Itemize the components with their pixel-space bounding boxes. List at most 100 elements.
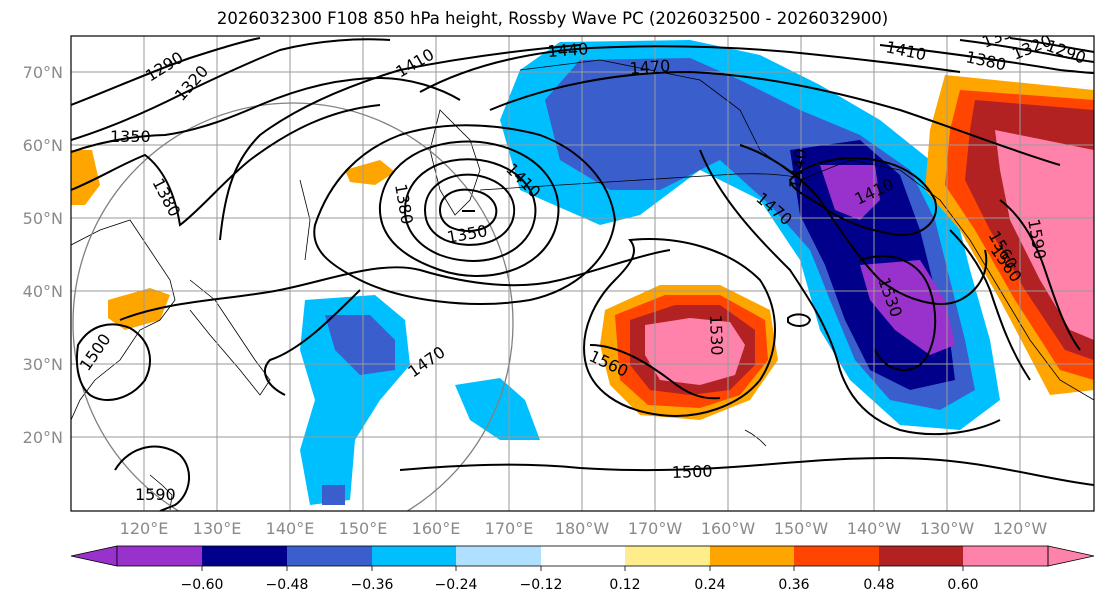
coastlines bbox=[71, 59, 1094, 511]
contour-1470-arc bbox=[489, 70, 1061, 166]
contour-label: 1470 bbox=[629, 56, 671, 78]
lon-label: 140°W bbox=[847, 519, 902, 538]
contour-1530-mid bbox=[583, 238, 776, 417]
colorbar-tick-label: 0.12 bbox=[609, 577, 640, 593]
colorbar-segment bbox=[117, 546, 202, 566]
colorbar-segment bbox=[710, 546, 794, 566]
anomaly-shading bbox=[71, 40, 1094, 505]
coastline-sakhalin bbox=[299, 179, 311, 261]
lon-label: 170°W bbox=[628, 519, 683, 538]
colorbar-segment bbox=[456, 546, 541, 566]
map-frame bbox=[70, 35, 1095, 512]
lat-label: 60°N bbox=[23, 136, 63, 155]
contour-low-ring-1 bbox=[438, 188, 498, 232]
height-contours bbox=[71, 37, 1094, 511]
contour-1590-east bbox=[999, 199, 1081, 351]
colorbar-ticks bbox=[201, 566, 964, 571]
contour-1410-gulf bbox=[788, 157, 937, 237]
contour-1440-west bbox=[313, 124, 617, 305]
contour-1440-gulf bbox=[739, 144, 988, 305]
colorbar-tick-label: 0.36 bbox=[778, 577, 809, 593]
contour-low-ring-4 bbox=[378, 140, 560, 277]
contour-label: 1590 bbox=[135, 485, 176, 504]
lat-label: 30°N bbox=[23, 355, 63, 374]
lon-label: 150°W bbox=[774, 519, 829, 538]
map-title: 2026032300 F108 850 hPa height, Rossby W… bbox=[216, 9, 889, 28]
contour-1320-north-america bbox=[1009, 37, 1094, 53]
lon-label: 130°W bbox=[920, 519, 975, 538]
colorbar-tick-labels: −0.60 −0.48 −0.36 −0.24 −0.12 0.12 0.24 … bbox=[181, 577, 979, 593]
colorbar-low-extend bbox=[70, 545, 118, 567]
contour-1290-west bbox=[71, 37, 261, 106]
contour-1560-mid bbox=[589, 344, 721, 400]
colorbar: −0.60 −0.48 −0.36 −0.24 −0.12 0.12 0.24 … bbox=[70, 545, 1095, 593]
colorbar-segment bbox=[202, 546, 287, 566]
lon-label: 130°E bbox=[193, 519, 242, 538]
contour-1350-north-america bbox=[959, 39, 1094, 63]
contour-1500-west bbox=[75, 323, 151, 401]
map-area: 1290 1320 1350 1380 1410 1440 1470 1410 … bbox=[71, 36, 1094, 511]
colorbar-tick-label: 0.60 bbox=[947, 577, 978, 593]
coastline-aleutians bbox=[479, 173, 811, 191]
lon-label: 120°W bbox=[993, 519, 1048, 538]
contour-small-loop bbox=[787, 313, 812, 327]
contour-label: 1440 bbox=[547, 39, 589, 61]
positive-anomaly-okhotsk bbox=[345, 160, 395, 185]
negative-anomaly-small bbox=[455, 378, 540, 440]
colorbar-segment bbox=[794, 546, 879, 566]
colorbar-tick-label: −0.12 bbox=[520, 577, 563, 593]
contour-label: 1350 bbox=[110, 127, 151, 146]
coastline-philippines bbox=[149, 474, 173, 511]
lat-label: 70°N bbox=[23, 63, 63, 82]
lon-label: 160°E bbox=[412, 519, 461, 538]
colorbar-frame bbox=[116, 545, 1049, 567]
contour-1380-west bbox=[71, 104, 381, 227]
lat-label: 50°N bbox=[23, 209, 63, 228]
contour-1410-arc bbox=[219, 44, 581, 241]
positive-anomaly-west-edge bbox=[71, 150, 100, 205]
lon-label: 160°W bbox=[701, 519, 756, 538]
lat-label: 20°N bbox=[23, 428, 63, 447]
contour-1380-north-america bbox=[879, 44, 1094, 74]
positive-anomaly-subtropical-high-core bbox=[645, 318, 745, 385]
colorbar-tick-label: 0.24 bbox=[694, 577, 725, 593]
colorbar-tick-label: −0.48 bbox=[266, 577, 309, 593]
colorbar-tick-label: 0.48 bbox=[863, 577, 894, 593]
coastline-japan bbox=[189, 279, 271, 396]
graticule bbox=[71, 36, 1094, 511]
contour-label: 1500 bbox=[671, 462, 712, 482]
contour-1500-south bbox=[399, 456, 1094, 486]
coastline-east-asia bbox=[71, 219, 176, 421]
colorbar-tick-label: −0.60 bbox=[181, 577, 224, 593]
lon-label: 120°E bbox=[120, 519, 169, 538]
colorbar-segment bbox=[287, 546, 372, 566]
contour-1500-philippines bbox=[114, 445, 191, 511]
lon-label: 150°E bbox=[339, 519, 388, 538]
contour-1500-mid-west bbox=[264, 289, 361, 396]
colorbar-tick-label: −0.36 bbox=[351, 577, 394, 593]
colorbar-segment bbox=[372, 546, 456, 566]
coastline-alaska bbox=[519, 59, 1094, 401]
contour-1530-east bbox=[859, 255, 937, 371]
lon-label: 140°E bbox=[266, 519, 315, 538]
latitude-labels: 70°N 60°N 50°N 40°N 30°N 20°N bbox=[23, 63, 63, 447]
contour-1350-west bbox=[71, 76, 461, 153]
contour-1440-arc bbox=[419, 45, 961, 93]
negative-anomaly-west-pacific-core bbox=[325, 315, 395, 375]
longitude-labels: 120°E 130°E 140°E 150°E 160°E 170°E 180°… bbox=[120, 519, 1048, 538]
negative-anomaly-west-pacific-south bbox=[322, 485, 345, 505]
colorbar-segment bbox=[541, 546, 625, 566]
contour-1320-west bbox=[71, 38, 391, 141]
contour-low-ring-3 bbox=[403, 158, 537, 262]
colorbar-high-extend bbox=[1047, 545, 1095, 567]
range-circle bbox=[72, 102, 514, 511]
contour-low-ring-2 bbox=[423, 173, 516, 246]
lat-label: 40°N bbox=[23, 282, 63, 301]
colorbar-segment bbox=[879, 546, 963, 566]
lon-label: 180°W bbox=[555, 519, 610, 538]
negative-anomaly-peak bbox=[820, 165, 880, 220]
contour-1470-west bbox=[119, 249, 671, 321]
contour-1560-east bbox=[949, 229, 1031, 381]
lon-label: 170°E bbox=[485, 519, 534, 538]
